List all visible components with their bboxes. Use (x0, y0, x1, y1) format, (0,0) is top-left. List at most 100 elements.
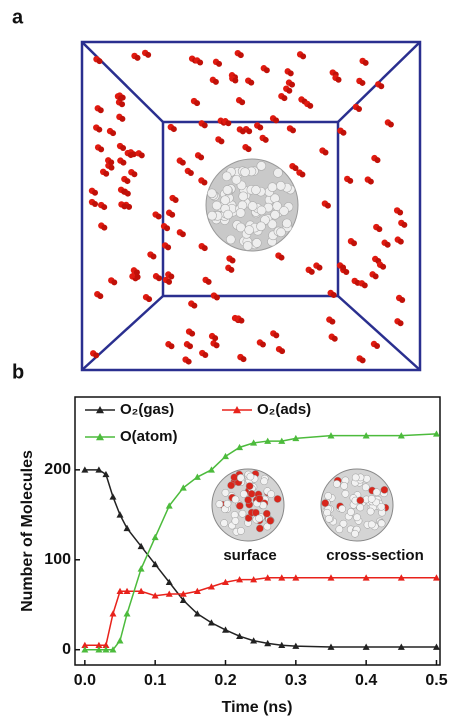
x-tick-label: 0.3 (285, 672, 307, 689)
atom (276, 227, 286, 238)
x-tick-label: 0.2 (214, 672, 236, 689)
inset-atom (262, 509, 271, 518)
oxygen (335, 76, 342, 83)
legend-marker (233, 406, 241, 414)
marker (109, 610, 117, 617)
inset-atom (273, 495, 282, 503)
atom (256, 221, 266, 232)
oxygen (197, 59, 204, 66)
marker (397, 574, 405, 581)
inset-atom (221, 488, 230, 497)
inset-atom (356, 496, 365, 505)
oxygen (387, 121, 394, 128)
atom (235, 208, 246, 218)
inset-atom (332, 480, 341, 488)
inset-atom (255, 494, 264, 503)
marker (81, 641, 89, 649)
oxygen (187, 169, 194, 176)
oxygen (131, 171, 138, 178)
marker (327, 643, 335, 650)
marker (102, 470, 110, 478)
inset-atom (372, 488, 381, 497)
atom (247, 201, 258, 211)
marker (137, 542, 145, 550)
oxygen (343, 268, 350, 275)
oxygen (262, 136, 269, 143)
oxygen (212, 78, 219, 85)
x-axis-label: Time (ns) (222, 699, 293, 716)
panel-label: a (12, 6, 24, 28)
oxygen (281, 95, 288, 102)
oxygen (372, 273, 379, 280)
inset-atom (231, 517, 240, 525)
marker (151, 533, 159, 541)
marker (222, 578, 230, 586)
oxygen (93, 352, 100, 359)
oxygen (103, 170, 110, 177)
oxygen (257, 124, 264, 131)
inset-atom (260, 477, 269, 486)
marker (207, 466, 215, 473)
marker (432, 574, 440, 581)
inset-atom (215, 500, 224, 508)
oxygen (397, 209, 404, 216)
x-tick-label: 0.1 (144, 672, 166, 689)
oxygen (374, 157, 381, 164)
oxygen (401, 221, 408, 228)
oxygen (380, 263, 387, 270)
marker (292, 434, 300, 442)
oxygen (229, 257, 236, 264)
oxygen (133, 269, 140, 276)
marker (123, 524, 131, 532)
marker (116, 511, 124, 518)
oxygen (240, 356, 247, 363)
oxygen (232, 77, 239, 84)
inset-atom (244, 496, 252, 504)
atom (231, 174, 242, 185)
x-tick-label: 0.5 (425, 672, 447, 689)
oxygen (121, 188, 128, 195)
x-tick-label: 0.0 (74, 672, 96, 689)
inset-atom (377, 519, 386, 528)
series-line (84, 433, 437, 651)
marker (95, 646, 103, 653)
oxygen (170, 126, 177, 133)
oxygen (201, 245, 208, 252)
inset-atom (339, 519, 348, 528)
oxygen (110, 130, 117, 137)
oxygen (120, 145, 127, 152)
edge (337, 295, 421, 371)
inset-atom (367, 494, 376, 503)
inset-atom (266, 516, 275, 525)
marker (222, 452, 230, 460)
oxygen (378, 83, 385, 90)
marker (432, 430, 440, 437)
inset-atom (338, 505, 347, 513)
marker (102, 641, 110, 649)
oxygen (331, 335, 338, 342)
oxygen (119, 101, 126, 108)
oxygen (376, 226, 383, 233)
oxygen (168, 343, 175, 350)
marker (193, 587, 201, 595)
oxygen (117, 95, 124, 102)
marker (362, 643, 370, 650)
inset-atom (356, 503, 365, 512)
oxygen (191, 302, 198, 309)
legend-marker (96, 406, 104, 414)
inset-atom (238, 509, 247, 518)
marker (137, 565, 145, 572)
oxygen (273, 332, 280, 339)
inset-atom (267, 490, 275, 499)
atom (256, 205, 267, 216)
marker (397, 643, 405, 650)
inset-atom (231, 495, 240, 504)
oxygen (119, 115, 126, 122)
oxygen (263, 67, 270, 74)
marker (102, 646, 110, 653)
inset-label: cross-section (326, 547, 424, 564)
oxygen (201, 122, 208, 129)
oxygen (289, 127, 296, 134)
x-tick-label: 0.4 (355, 672, 377, 689)
marker (264, 639, 272, 647)
